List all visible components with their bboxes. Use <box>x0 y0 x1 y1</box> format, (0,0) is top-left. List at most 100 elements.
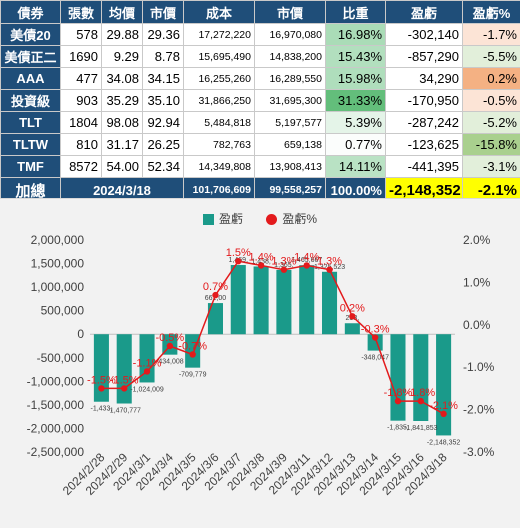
bar-data-label: -348,047 <box>361 355 389 362</box>
y-right-tick-label: 1.0% <box>463 275 491 289</box>
y-right-tick-label: 2.0% <box>463 233 491 247</box>
line-data-label: 1.5% <box>226 247 251 259</box>
cell-market-value: 14,838,200 <box>255 46 326 68</box>
pnl-bar <box>436 334 451 435</box>
cell-cost: 14,349,808 <box>184 156 255 178</box>
y-left-tick-label: 1,500,000 <box>31 257 85 271</box>
pnl-bar <box>231 265 246 334</box>
y-right-tick-label: -1.0% <box>463 360 495 374</box>
cell-cost: 31,866,250 <box>184 90 255 112</box>
cell-market-value: 31,695,300 <box>255 90 326 112</box>
cell-avg-price: 9.29 <box>102 46 143 68</box>
bar-data-label: -1,841,853 <box>404 425 438 432</box>
cell-pnl-pct: -5.5% <box>463 46 520 68</box>
header-shares: 張數 <box>61 1 102 24</box>
cell-avg-price: 35.29 <box>102 90 143 112</box>
cell-pnl: 34,290 <box>386 68 463 90</box>
header-bond: 債券 <box>1 1 61 24</box>
line-data-label: -1.8% <box>406 387 435 399</box>
y-left-tick-label: 1,000,000 <box>31 280 85 294</box>
cell-bond-name: 投資級 <box>1 90 61 112</box>
cell-avg-price: 29.88 <box>102 24 143 46</box>
cell-weight: 16.98% <box>326 24 386 46</box>
cell-bond-name: 美債正二 <box>1 46 61 68</box>
cell-weight: 14.11% <box>326 156 386 178</box>
header-weight: 比重 <box>326 1 386 24</box>
header-pnl-pct: 盈虧% <box>463 1 520 24</box>
cell-shares: 477 <box>61 68 102 90</box>
cell-cost: 5,484,818 <box>184 112 255 134</box>
line-data-label: 0.7% <box>203 281 228 293</box>
bar-data-label: -2,148,352 <box>427 439 461 446</box>
cell-market-price: 26.25 <box>143 134 184 156</box>
line-data-label: -0.7% <box>178 340 207 352</box>
cell-market-value: 659,138 <box>255 134 326 156</box>
line-data-label: -0.3% <box>361 324 390 336</box>
line-data-label: -1.1% <box>133 357 162 369</box>
pnl-bar <box>254 266 269 334</box>
line-data-label: -1.5% <box>110 374 139 386</box>
cell-pnl: -287,242 <box>386 112 463 134</box>
cell-pnl: -857,290 <box>386 46 463 68</box>
cell-bond-name: 美債20 <box>1 24 61 46</box>
cell-shares: 1690 <box>61 46 102 68</box>
pnl-bar <box>276 270 291 334</box>
y-left-tick-label: -1,000,000 <box>27 374 85 388</box>
cell-pnl: -441,395 <box>386 156 463 178</box>
y-left-tick-label: 0 <box>77 327 84 341</box>
line-data-label: 1.4% <box>249 251 274 263</box>
pnl-bar <box>390 334 405 420</box>
cell-market-price: 35.10 <box>143 90 184 112</box>
cell-market-value: 16,970,080 <box>255 24 326 46</box>
cell-pnl: -123,625 <box>386 134 463 156</box>
header-market-price: 市價 <box>143 1 184 24</box>
cell-pnl-pct: -15.8% <box>463 134 520 156</box>
cell-cost: 16,255,260 <box>184 68 255 90</box>
cell-pnl-pct: -0.5% <box>463 90 520 112</box>
cell-market-price: 52.34 <box>143 156 184 178</box>
bar-data-label: -709,779 <box>179 372 207 379</box>
cell-pnl-pct: 0.2% <box>463 68 520 90</box>
pnl-bar <box>345 323 360 334</box>
cell-market-price: 34.15 <box>143 68 184 90</box>
line-data-label: -2.1% <box>429 400 458 412</box>
header-avg-price: 均價 <box>102 1 143 24</box>
bar-data-label: -1,024,009 <box>130 386 164 393</box>
cell-market-price: 8.78 <box>143 46 184 68</box>
y-left-tick-label: -1,500,000 <box>27 398 85 412</box>
cell-bond-name: AAA <box>1 68 61 90</box>
line-data-label: 1.4% <box>294 251 319 263</box>
header-pnl: 盈虧 <box>386 1 463 24</box>
pnl-bar <box>94 334 109 402</box>
line-data-label: 1.3% <box>271 256 296 268</box>
cell-cost: 782,763 <box>184 134 255 156</box>
y-left-tick-label: 500,000 <box>41 304 85 318</box>
cell-shares: 8572 <box>61 156 102 178</box>
cell-bond-name: TMF <box>1 156 61 178</box>
header-cost: 成本 <box>184 1 255 24</box>
cell-market-price: 29.36 <box>143 24 184 46</box>
cell-pnl-pct: -5.2% <box>463 112 520 134</box>
cell-avg-price: 31.17 <box>102 134 143 156</box>
y-right-tick-label: -2.0% <box>463 403 495 417</box>
header-market-value: 市價 <box>255 1 326 24</box>
y-left-tick-label: -2,500,000 <box>27 445 85 459</box>
cell-pnl-pct: -1.7% <box>463 24 520 46</box>
cell-avg-price: 98.08 <box>102 112 143 134</box>
cell-market-price: 92.94 <box>143 112 184 134</box>
table-header-row: 債券 張數 均價 市價 成本 市價 比重 盈虧 盈虧% <box>1 1 520 24</box>
cell-bond-name: TLT <box>1 112 61 134</box>
chart-svg: -2,500,000-2,000,000-1,500,000-1,000,000… <box>0 199 520 528</box>
cell-avg-price: 54.00 <box>102 156 143 178</box>
cell-market-value: 16,289,550 <box>255 68 326 90</box>
cell-weight: 15.43% <box>326 46 386 68</box>
pnl-chart: 盈虧 盈虧% -2,500,000-2,000,000-1,500,000-1,… <box>0 198 520 528</box>
line-data-label: 1.3% <box>317 256 342 268</box>
bar-data-label: -1,470,777 <box>107 408 141 415</box>
